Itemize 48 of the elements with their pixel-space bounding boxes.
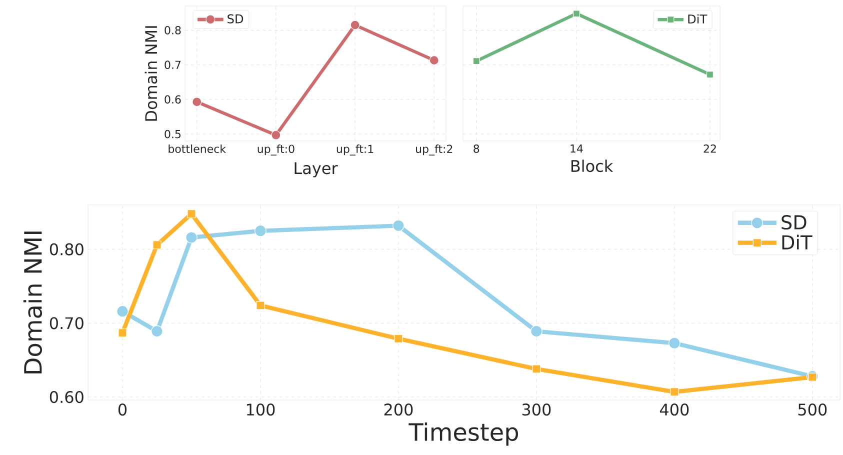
x-tick-label: 100 [246,404,275,416]
point [116,305,128,318]
point [254,224,266,237]
point [151,325,163,338]
x-tick-label: 400 [660,404,689,416]
y-tick-label: 0.7 [164,60,181,70]
point [429,56,439,66]
x-tick-label: 200 [384,404,413,416]
x-tick-label: 8 [474,144,480,153]
x-tick-label: up_ft:1 [336,144,374,156]
x-tick-label: bottleneck [168,144,226,154]
x-tick-label: 14 [570,144,583,153]
y-tick-label: 0.60 [50,390,84,404]
y-tick-label: 0.70 [50,317,84,330]
y-tick-label: 0.5 [164,130,181,138]
point [394,334,403,343]
y-axis-title: Domain NMI [144,26,158,121]
x-tick-label: 300 [522,404,551,416]
point [668,337,680,350]
legend-label: SD [782,215,806,230]
x-tick-label: up_ft:2 [416,144,452,156]
point [152,240,162,250]
y-tick-label: 0.8 [164,26,181,34]
point [532,364,541,374]
point [271,130,281,140]
point [256,301,265,310]
x-tick-label: up_ft:0 [258,144,294,156]
legend-label: DiT [782,234,812,250]
legend-label: SD [228,14,244,24]
point [350,20,360,30]
x-tick-label: 22 [704,144,716,153]
point [808,372,817,382]
y-tick-label: 0.6 [164,95,181,104]
point [192,97,202,107]
point [186,232,198,244]
point [392,220,404,232]
x-axis-title: Block [571,160,614,172]
legend-label: DiT [688,14,708,24]
point [187,210,196,218]
x-tick-label: 0 [118,404,127,416]
point [118,328,127,338]
x-tick-label: 500 [798,404,827,416]
x-axis-title: Timestep [408,422,518,446]
x-axis-title: Layer [294,162,338,178]
y-tick-label: 0.80 [50,243,84,256]
point [530,325,542,338]
y-axis-title: Domain NMI [23,232,42,374]
point [670,388,679,396]
